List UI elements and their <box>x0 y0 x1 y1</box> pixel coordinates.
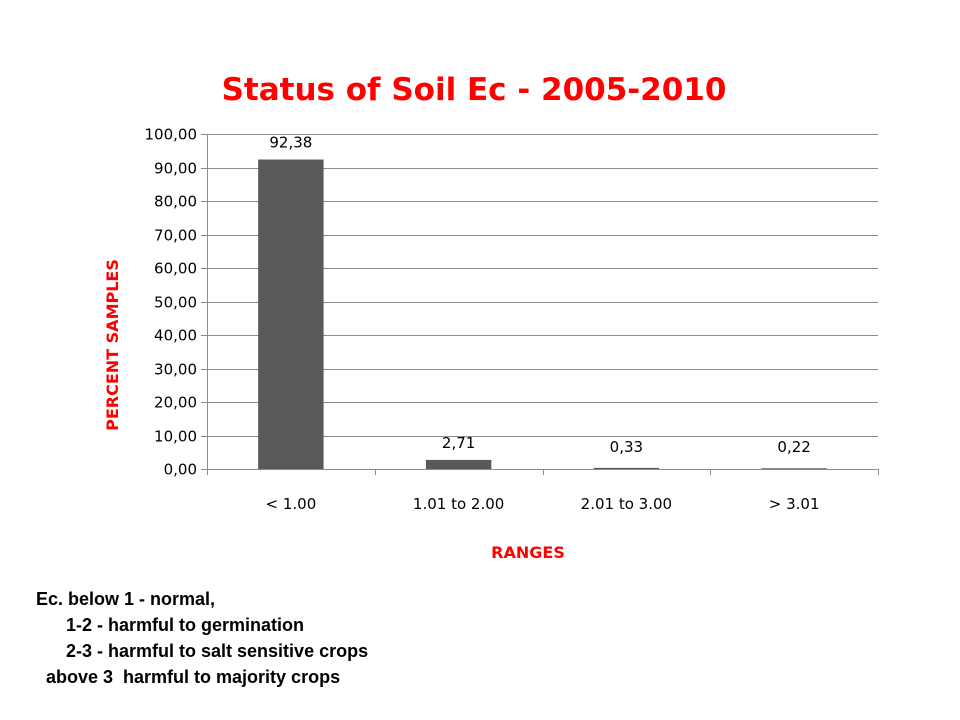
y-tick-label: 20,00 <box>154 394 197 412</box>
bar <box>425 459 492 469</box>
x-tick-label: < 1.00 <box>266 495 317 513</box>
x-tick-label: 2.01 to 3.00 <box>581 495 672 513</box>
bar <box>258 159 324 470</box>
y-tick-label: 50,00 <box>154 294 197 312</box>
legend-notes: Ec. below 1 - normal, 1-2 - harmful to g… <box>36 586 368 690</box>
y-tick-label: 100,00 <box>145 126 198 144</box>
x-axis-ticks: < 1.00 1.01 to 2.00 2.01 to 3.00 > 3.01 <box>266 495 820 513</box>
data-labels: 92,38 2,71 0,33 0,22 <box>269 134 810 456</box>
y-axis-ticks: 0,00 10,00 20,00 30,00 40,00 50,00 60,00 70,00 8… <box>145 126 198 479</box>
data-label: 0,22 <box>777 438 810 456</box>
bar-chart: Status of Soil Ec - 2005-2010 0,00 10,00 2… <box>103 72 879 562</box>
data-label: 2,71 <box>442 434 475 452</box>
bar <box>593 467 660 469</box>
data-label: 0,33 <box>610 438 643 456</box>
bar <box>761 468 827 469</box>
y-tick-label: 10,00 <box>154 428 197 446</box>
note-line: 1-2 - harmful to germination <box>36 615 305 635</box>
y-tick-label: 80,00 <box>154 193 197 211</box>
note-line: 2-3 - harmful to salt sensitive crops <box>36 641 369 661</box>
y-tick-label: 40,00 <box>154 327 197 345</box>
y-tick-label: 30,00 <box>154 361 197 379</box>
y-tick-label: 70,00 <box>154 227 197 245</box>
y-tick-label: 0,00 <box>164 461 197 479</box>
note-line: Ec. below 1 - normal, <box>36 589 216 609</box>
x-axis-title: RANGES <box>491 543 565 562</box>
y-axis-title: PERCENT SAMPLES <box>103 259 122 431</box>
bars <box>258 159 827 470</box>
note-line: above 3 harmful to majority crops <box>36 667 341 687</box>
y-tick-label: 90,00 <box>154 160 197 178</box>
x-tick-label: > 3.01 <box>769 495 820 513</box>
x-tick-label: 1.01 to 2.00 <box>413 495 504 513</box>
chart-title: Status of Soil Ec - 2005-2010 <box>222 72 727 108</box>
y-tick-label: 60,00 <box>154 260 197 278</box>
data-label: 92,38 <box>269 134 312 152</box>
